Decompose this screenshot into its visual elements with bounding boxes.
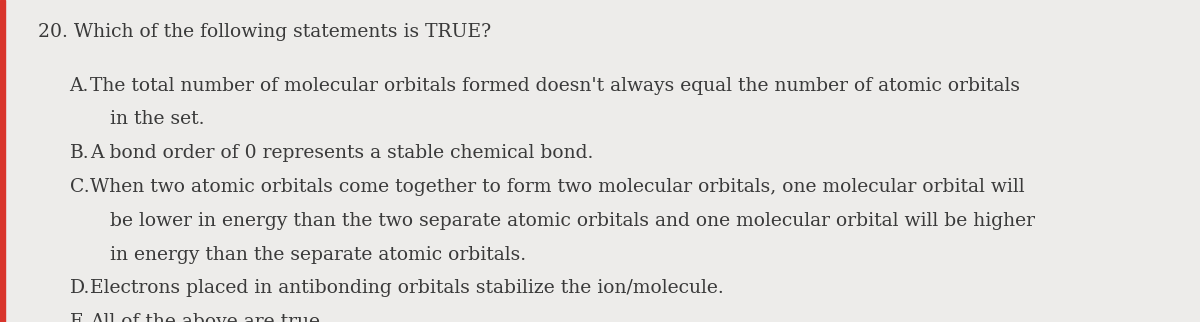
Text: be lower in energy than the two separate atomic orbitals and one molecular orbit: be lower in energy than the two separate… xyxy=(110,212,1036,230)
Bar xyxy=(0,0,5,322)
Text: B.: B. xyxy=(70,144,89,162)
Text: All of the above are true.: All of the above are true. xyxy=(90,313,326,322)
Text: A bond order of 0 represents a stable chemical bond.: A bond order of 0 represents a stable ch… xyxy=(90,144,593,162)
Text: A.: A. xyxy=(70,77,89,95)
Text: When two atomic orbitals come together to form two molecular orbitals, one molec: When two atomic orbitals come together t… xyxy=(90,178,1025,196)
Text: D.: D. xyxy=(70,279,90,298)
Text: C.: C. xyxy=(70,178,89,196)
Text: Electrons placed in antibonding orbitals stabilize the ion/molecule.: Electrons placed in antibonding orbitals… xyxy=(90,279,724,298)
Text: E.: E. xyxy=(70,313,89,322)
Text: in the set.: in the set. xyxy=(110,110,205,128)
Text: 20. Which of the following statements is TRUE?: 20. Which of the following statements is… xyxy=(38,23,492,41)
Text: in energy than the separate atomic orbitals.: in energy than the separate atomic orbit… xyxy=(110,246,527,264)
Text: The total number of molecular orbitals formed doesn't always equal the number of: The total number of molecular orbitals f… xyxy=(90,77,1020,95)
